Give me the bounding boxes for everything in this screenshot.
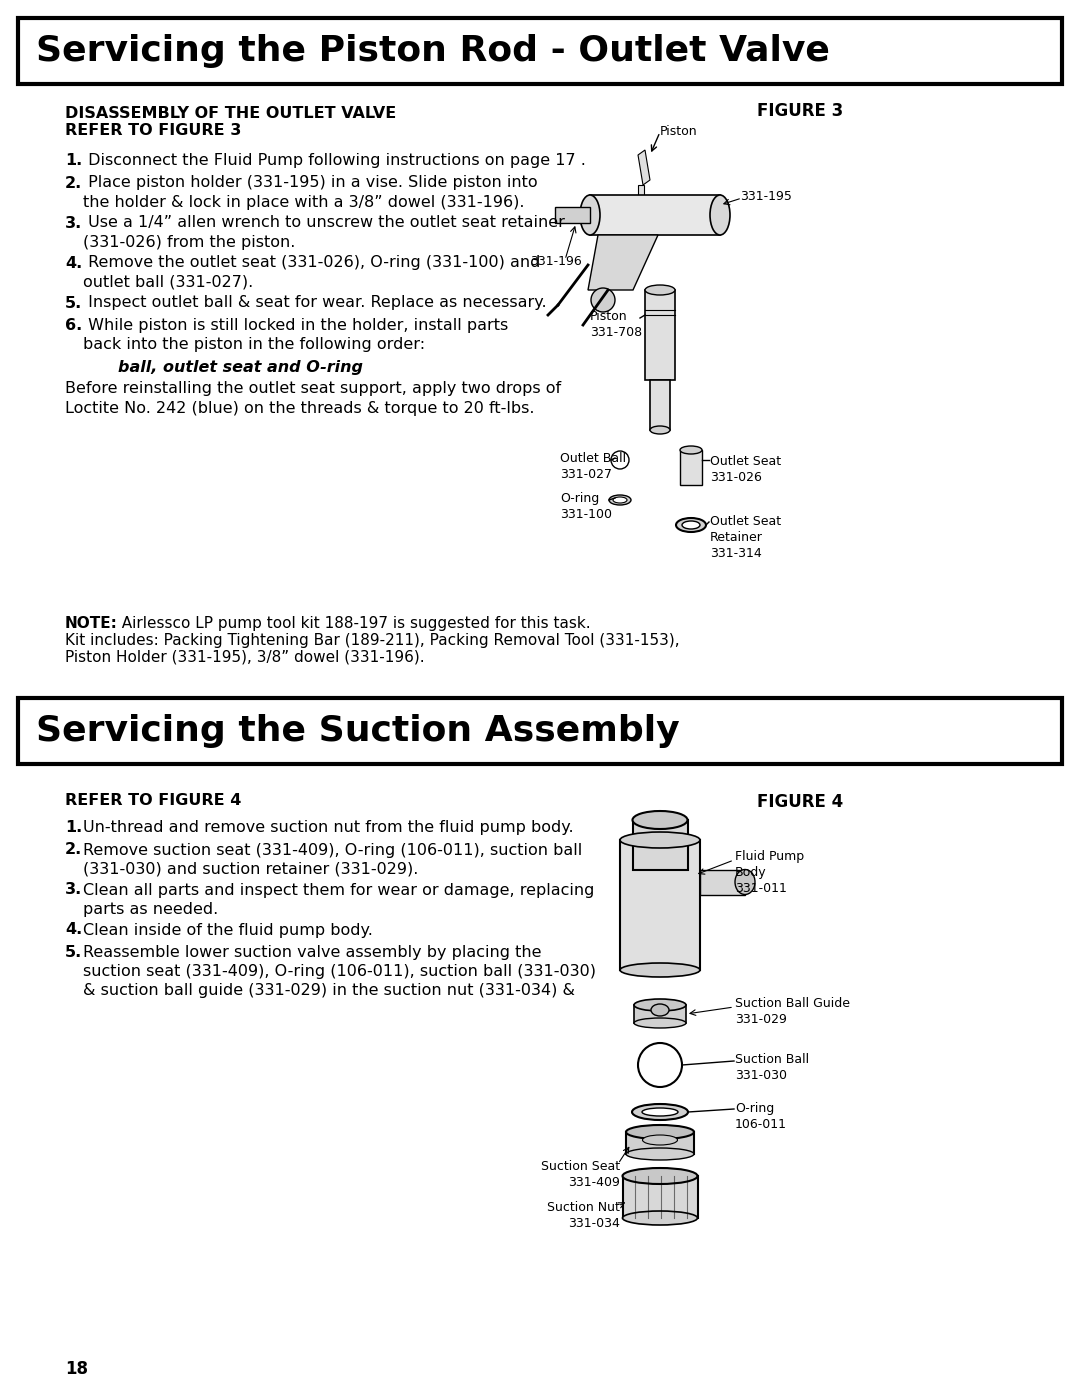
Text: ball, outlet seat and O-ring: ball, outlet seat and O-ring	[118, 360, 363, 374]
Text: Fluid Pump
Body
331-011: Fluid Pump Body 331-011	[735, 849, 805, 895]
Ellipse shape	[622, 1168, 698, 1185]
Bar	[623, 1176, 698, 1218]
Text: Un-thread and remove suction nut from the fluid pump body.: Un-thread and remove suction nut from th…	[83, 820, 573, 835]
Ellipse shape	[680, 446, 702, 454]
Bar	[650, 380, 670, 430]
Text: 1.: 1.	[65, 154, 82, 168]
Bar	[626, 1132, 694, 1154]
Text: O-ring
331-100: O-ring 331-100	[561, 492, 612, 521]
Text: Airlessco LP pump tool kit 188-197 is suggested for this task.: Airlessco LP pump tool kit 188-197 is su…	[112, 616, 591, 631]
Text: Kit includes: Packing Tightening Bar (189-211), Packing Removal Tool (331-153),: Kit includes: Packing Tightening Bar (18…	[65, 633, 679, 648]
Text: REFER TO FIGURE 4: REFER TO FIGURE 4	[65, 793, 241, 807]
Text: 331-195: 331-195	[740, 190, 792, 203]
Ellipse shape	[580, 196, 600, 235]
Ellipse shape	[620, 963, 700, 977]
Ellipse shape	[634, 1018, 686, 1028]
Text: Remove the outlet seat (331-026), O-ring (331-100) and
outlet ball (331-027).: Remove the outlet seat (331-026), O-ring…	[83, 256, 540, 289]
Circle shape	[611, 451, 629, 469]
Ellipse shape	[642, 1108, 678, 1116]
Text: Servicing the Piston Rod - Outlet Valve: Servicing the Piston Rod - Outlet Valve	[36, 34, 829, 68]
Ellipse shape	[643, 1134, 677, 1146]
Text: Piston Holder (331-195), 3/8” dowel (331-196).: Piston Holder (331-195), 3/8” dowel (331…	[65, 650, 424, 665]
Text: While piston is still locked in the holder, install parts
back into the piston i: While piston is still locked in the hold…	[83, 319, 509, 352]
Ellipse shape	[650, 426, 670, 434]
Text: Remove suction seat (331-409), O-ring (106-011), suction ball
(331-030) and suct: Remove suction seat (331-409), O-ring (1…	[83, 842, 582, 877]
Ellipse shape	[626, 1148, 694, 1160]
Text: Clean all parts and inspect them for wear or damage, replacing
parts as needed.: Clean all parts and inspect them for wea…	[83, 883, 594, 916]
Text: 2.: 2.	[65, 842, 82, 858]
Ellipse shape	[676, 518, 706, 532]
Text: Before reinstalling the outlet seat support, apply two drops of
Loctite No. 242 : Before reinstalling the outlet seat supp…	[65, 381, 562, 416]
Text: 4.: 4.	[65, 922, 82, 937]
Text: 1.: 1.	[65, 820, 82, 835]
Text: NOTE:: NOTE:	[65, 616, 118, 631]
Ellipse shape	[710, 196, 730, 235]
Text: 3.: 3.	[65, 215, 82, 231]
Text: Clean inside of the fluid pump body.: Clean inside of the fluid pump body.	[83, 922, 373, 937]
Text: Suction Nut
331-034: Suction Nut 331-034	[548, 1201, 620, 1229]
Text: 4.: 4.	[65, 256, 82, 271]
Bar	[620, 840, 700, 970]
Text: Inspect outlet ball & seat for wear. Replace as necessary.: Inspect outlet ball & seat for wear. Rep…	[83, 296, 546, 310]
Polygon shape	[638, 149, 650, 184]
Text: FIGURE 4: FIGURE 4	[757, 793, 843, 812]
Text: Outlet Seat
331-026: Outlet Seat 331-026	[710, 455, 781, 483]
Text: Servicing the Suction Assembly: Servicing the Suction Assembly	[36, 714, 679, 747]
Ellipse shape	[634, 999, 686, 1011]
Text: O-ring
106-011: O-ring 106-011	[735, 1102, 787, 1132]
Text: Place piston holder (331-195) in a vise. Slide piston into
the holder & lock in : Place piston holder (331-195) in a vise.…	[83, 176, 538, 210]
Bar	[700, 870, 745, 895]
Text: 6.: 6.	[65, 319, 82, 332]
Text: Reassemble lower suction valve assembly by placing the
suction seat (331-409), O: Reassemble lower suction valve assembly …	[83, 944, 596, 999]
Text: Disconnect the Fluid Pump following instructions on page 17 .: Disconnect the Fluid Pump following inst…	[83, 154, 585, 168]
Bar	[634, 1004, 686, 1023]
Text: REFER TO FIGURE 3: REFER TO FIGURE 3	[65, 123, 241, 138]
Ellipse shape	[735, 869, 755, 894]
Ellipse shape	[622, 1211, 698, 1225]
Bar	[18, 18, 1062, 84]
Bar	[645, 291, 675, 380]
Text: 331-196: 331-196	[530, 256, 582, 268]
Ellipse shape	[645, 285, 675, 295]
Text: Outlet Seat
Retainer
331-314: Outlet Seat Retainer 331-314	[710, 515, 781, 560]
Text: Use a 1/4” allen wrench to unscrew the outlet seat retainer
(331-026) from the p: Use a 1/4” allen wrench to unscrew the o…	[83, 215, 565, 250]
Ellipse shape	[613, 497, 627, 503]
Text: Outlet Ball
331-027: Outlet Ball 331-027	[561, 453, 626, 481]
Ellipse shape	[609, 495, 631, 504]
Text: Piston: Piston	[660, 124, 698, 138]
Circle shape	[591, 288, 615, 312]
Ellipse shape	[651, 1004, 669, 1016]
Bar	[680, 450, 702, 485]
Bar	[590, 196, 720, 235]
Text: Piston
331-708: Piston 331-708	[590, 310, 643, 339]
Polygon shape	[638, 184, 644, 205]
Text: 2.: 2.	[65, 176, 82, 190]
Text: Suction Ball Guide
331-029: Suction Ball Guide 331-029	[735, 997, 850, 1025]
Bar	[555, 207, 590, 224]
Polygon shape	[588, 235, 658, 291]
Ellipse shape	[626, 1125, 694, 1139]
Text: DISASSEMBLY OF THE OUTLET VALVE: DISASSEMBLY OF THE OUTLET VALVE	[65, 106, 396, 122]
Circle shape	[638, 1044, 681, 1087]
Ellipse shape	[633, 812, 688, 828]
Text: 18: 18	[65, 1361, 87, 1377]
Ellipse shape	[681, 521, 700, 529]
Text: FIGURE 3: FIGURE 3	[757, 102, 843, 120]
Text: 5.: 5.	[65, 296, 82, 310]
Text: Suction Seat
331-409: Suction Seat 331-409	[541, 1160, 620, 1189]
Ellipse shape	[620, 833, 700, 848]
Text: 3.: 3.	[65, 883, 82, 897]
Bar	[18, 698, 1062, 764]
Text: Suction Ball
331-030: Suction Ball 331-030	[735, 1053, 809, 1083]
Text: 5.: 5.	[65, 944, 82, 960]
Bar	[633, 820, 688, 870]
Ellipse shape	[632, 1104, 688, 1120]
